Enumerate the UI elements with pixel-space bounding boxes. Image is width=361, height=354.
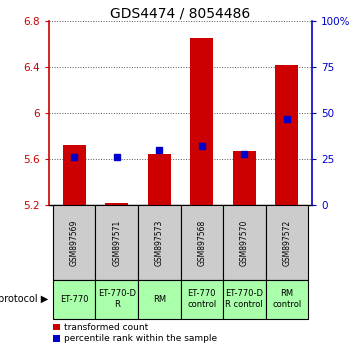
Bar bbox=[105, 203, 129, 205]
Bar bbox=[138, 280, 180, 319]
Text: GSM897569: GSM897569 bbox=[70, 219, 79, 266]
Bar bbox=[265, 280, 308, 319]
Bar bbox=[62, 145, 86, 205]
Text: GSM897570: GSM897570 bbox=[240, 219, 249, 266]
Text: RM: RM bbox=[153, 295, 166, 304]
Text: ET-770: ET-770 bbox=[60, 295, 88, 304]
Text: ET-770
control: ET-770 control bbox=[187, 290, 216, 309]
Text: ET-770-D
R control: ET-770-D R control bbox=[225, 290, 263, 309]
Text: protocol ▶: protocol ▶ bbox=[0, 294, 48, 304]
Bar bbox=[138, 205, 180, 280]
Text: RM
control: RM control bbox=[272, 290, 301, 309]
Bar bbox=[265, 205, 308, 280]
Text: GSM897571: GSM897571 bbox=[112, 219, 121, 266]
Title: GDS4474 / 8054486: GDS4474 / 8054486 bbox=[110, 6, 251, 20]
Bar bbox=[180, 205, 223, 280]
Text: ET-770-D
R: ET-770-D R bbox=[98, 290, 136, 309]
Text: GSM897572: GSM897572 bbox=[282, 219, 291, 266]
Bar bbox=[180, 280, 223, 319]
Bar bbox=[275, 65, 299, 205]
Legend: transformed count, percentile rank within the sample: transformed count, percentile rank withi… bbox=[53, 323, 217, 343]
Bar bbox=[96, 205, 138, 280]
Bar bbox=[223, 280, 265, 319]
Bar bbox=[232, 151, 256, 205]
Text: GSM897568: GSM897568 bbox=[197, 219, 206, 266]
Bar bbox=[53, 205, 96, 280]
Bar bbox=[223, 205, 265, 280]
Bar bbox=[190, 39, 213, 205]
Bar bbox=[148, 154, 171, 205]
Bar bbox=[96, 280, 138, 319]
Text: GSM897573: GSM897573 bbox=[155, 219, 164, 266]
Bar bbox=[53, 280, 96, 319]
